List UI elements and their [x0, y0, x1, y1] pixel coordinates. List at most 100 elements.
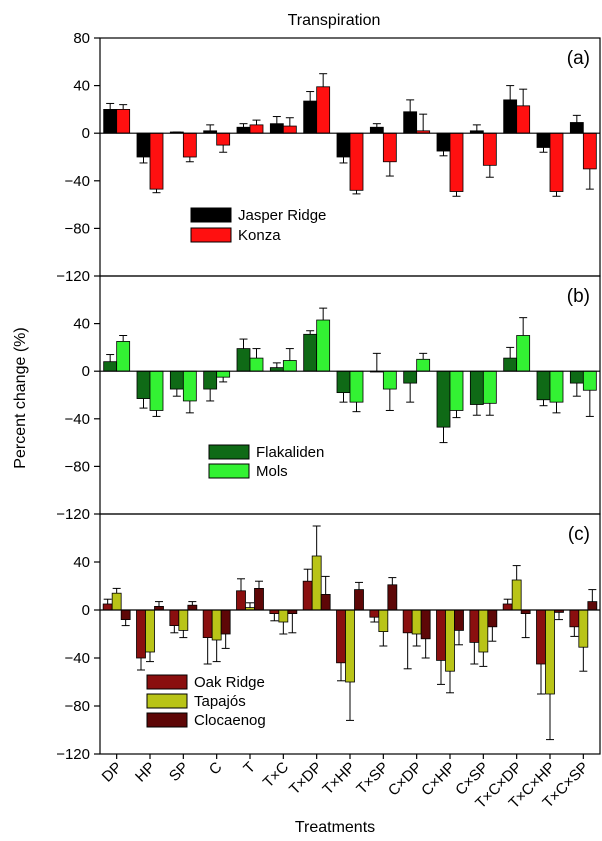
bar [420, 609, 431, 640]
bar [216, 370, 231, 378]
y-tick-label: 40 [73, 316, 90, 333]
bar [549, 370, 564, 403]
bar [382, 132, 397, 163]
bar [569, 609, 580, 628]
bar [303, 100, 318, 134]
legend-swatch [190, 227, 232, 243]
legend-label: Oak Ridge [194, 674, 265, 691]
bar [311, 555, 322, 611]
legend-label: Jasper Ridge [238, 207, 326, 224]
y-tick-label: −40 [65, 411, 90, 428]
legend-label: Konza [238, 227, 281, 244]
y-tick-label: 40 [73, 554, 90, 571]
bar [502, 603, 513, 611]
bar [487, 609, 498, 628]
bar [336, 609, 346, 664]
bar [445, 609, 455, 672]
bar [320, 594, 331, 611]
bar [482, 132, 497, 166]
bar [116, 109, 131, 134]
legend-label: Mols [256, 463, 288, 480]
bar [202, 609, 213, 639]
bar [316, 319, 331, 372]
bar [249, 357, 264, 372]
bar [169, 370, 184, 390]
bar [187, 604, 198, 611]
bar [587, 601, 598, 611]
y-tick-label: 0 [82, 602, 90, 619]
category-label: SP [166, 759, 192, 785]
bar [469, 370, 484, 405]
bar [282, 360, 297, 372]
y-tick-label: −40 [65, 173, 90, 190]
figure-title: Transpiration [288, 12, 381, 29]
bar [269, 123, 284, 134]
y-tick-label: 40 [73, 78, 90, 95]
bar [469, 609, 480, 643]
legend: Jasper Ridge Konza [190, 207, 326, 244]
bar [336, 370, 351, 394]
category-label: C×DP [385, 759, 426, 800]
bar [178, 609, 189, 631]
category-label: C [206, 759, 226, 779]
bar [436, 370, 451, 428]
bar [349, 132, 364, 191]
bar [102, 603, 113, 611]
bar [145, 609, 155, 653]
y-tick-label: −80 [65, 698, 90, 715]
panel-1: −120 −80 −40 0 40 80 (a) Jasper Ridge Konza [56, 30, 601, 285]
bar [582, 132, 597, 170]
bar [536, 609, 546, 665]
bar [211, 609, 222, 641]
legend-swatch [146, 674, 188, 690]
y-tick-label: −120 [56, 268, 90, 285]
bar [416, 358, 431, 372]
bar [516, 105, 531, 134]
bar [578, 609, 589, 648]
y-tick-label: −40 [65, 650, 90, 667]
bar [369, 609, 380, 618]
bar [403, 111, 418, 134]
bar [387, 584, 398, 611]
bar [282, 125, 297, 134]
bar [216, 132, 231, 146]
legend-swatch [208, 463, 250, 479]
bar [503, 357, 518, 372]
bar [111, 592, 122, 611]
bar [182, 132, 197, 158]
legend-label: Clocaenog [194, 712, 266, 729]
bar [149, 370, 164, 411]
bar [569, 122, 584, 134]
bar [349, 370, 364, 403]
panel-3: −120 −80 −40 0 40 (c) Oak Ridge Tapajós Clocaeno… [56, 513, 601, 812]
bar [516, 335, 531, 372]
category-label: C×HP [418, 759, 459, 800]
y-tick-label: 80 [73, 30, 90, 47]
bar [236, 590, 246, 611]
panel-2: −120 −80 −40 0 40 (b) Flakaliden Mols [56, 275, 601, 523]
legend-label: Tapajós [194, 693, 246, 710]
bar [449, 370, 464, 411]
bar [116, 341, 131, 372]
category-label: T×SP [353, 759, 392, 798]
legend: Flakaliden Mols [208, 444, 324, 480]
category-label: T [240, 759, 259, 778]
category-label: HP [132, 759, 159, 786]
bar [511, 579, 522, 611]
bar [303, 333, 318, 372]
bar [136, 609, 146, 659]
y-tick-label: −80 [65, 220, 90, 237]
bar [582, 370, 597, 391]
legend-label: Flakaliden [256, 444, 324, 461]
bar [478, 609, 489, 653]
legend: Oak Ridge Tapajós Clocaenog [146, 674, 266, 729]
bar [569, 370, 584, 384]
y-tick-label: 0 [82, 363, 90, 380]
bar [354, 589, 364, 611]
bar [449, 132, 464, 192]
bar [503, 99, 518, 134]
bar [302, 580, 313, 611]
bar [402, 609, 413, 634]
